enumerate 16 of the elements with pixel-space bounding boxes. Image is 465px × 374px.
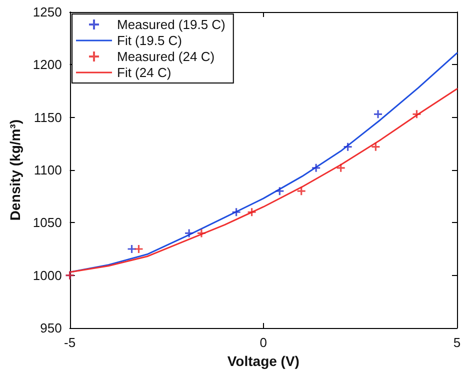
legend-label: Measured (24 C): [117, 49, 215, 64]
y-tick-label: 950: [40, 320, 62, 336]
y-tick-label: 1000: [32, 268, 62, 283]
x-axis-title: Voltage (V): [227, 352, 300, 369]
x-tick-label: -5: [64, 335, 76, 350]
legend-label: Fit (19.5 C): [117, 33, 182, 48]
legend-label: Measured (19.5 C): [117, 17, 226, 32]
legend-label: Fit (24 C): [117, 65, 172, 80]
y-tick-label: 1050: [32, 215, 62, 230]
x-tick-label: 0: [260, 335, 268, 350]
y-axis-title: Density (kg/m³): [7, 119, 23, 221]
y-tick-label: 1200: [32, 57, 62, 72]
y-tick-label: 1150: [34, 110, 62, 125]
y-tick-label: 1100: [34, 162, 62, 178]
y-tick-label: 1250: [32, 4, 62, 20]
x-tick-label: 5: [453, 335, 461, 350]
